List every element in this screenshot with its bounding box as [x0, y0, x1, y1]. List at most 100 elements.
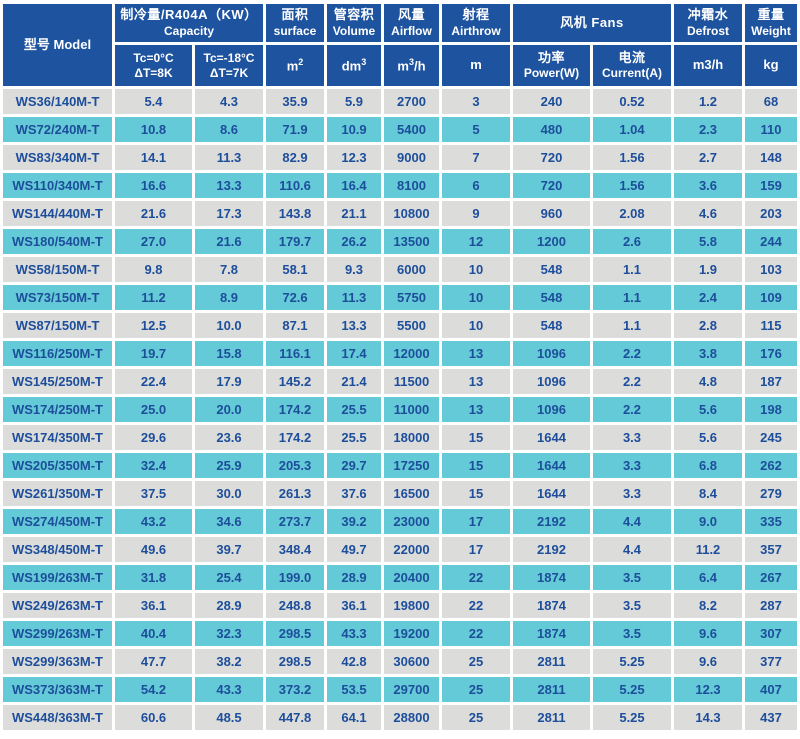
model-cell: WS180/540M-T	[3, 229, 112, 254]
volume-cell: 53.5	[327, 677, 381, 702]
defrost-cell: 4.8	[674, 369, 742, 394]
table-row: WS261/350M-T 37.5 30.0 261.3 37.6 16500 …	[3, 481, 797, 506]
capacity-tc18-cell: 11.3	[195, 145, 263, 170]
surface-cell: 348.4	[266, 537, 324, 562]
col-header-model: 型号 Model	[3, 4, 112, 86]
fan-power-cell: 1096	[513, 341, 590, 366]
volume-cell: 64.1	[327, 705, 381, 730]
defrost-cell: 2.8	[674, 313, 742, 338]
airthrow-cell: 10	[442, 313, 510, 338]
defrost-cell: 5.8	[674, 229, 742, 254]
volume-cell: 5.9	[327, 89, 381, 114]
volume-cell: 11.3	[327, 285, 381, 310]
weight-cell: 437	[745, 705, 797, 730]
defrost-cell: 2.3	[674, 117, 742, 142]
capacity-tc18-cell: 7.8	[195, 257, 263, 282]
current-label-en: Current(A)	[602, 66, 662, 81]
surface-cell: 116.1	[266, 341, 324, 366]
capacity-tc0-cell: 31.8	[115, 565, 192, 590]
fan-current-cell: 1.04	[593, 117, 671, 142]
volume-cell: 26.2	[327, 229, 381, 254]
surface-cell: 373.2	[266, 677, 324, 702]
airthrow-cell: 13	[442, 397, 510, 422]
unit-volume-sup: 3	[361, 56, 367, 67]
defrost-cell: 1.2	[674, 89, 742, 114]
fan-power-cell: 1096	[513, 369, 590, 394]
volume-cell: 12.3	[327, 145, 381, 170]
airflow-cell: 6000	[384, 257, 439, 282]
weight-cell: 203	[745, 201, 797, 226]
fan-current-cell: 1.56	[593, 173, 671, 198]
fan-current-cell: 1.56	[593, 145, 671, 170]
capacity-tc18-cell: 25.9	[195, 453, 263, 478]
defrost-cell: 5.6	[674, 425, 742, 450]
unit-volume-base: dm	[341, 58, 362, 74]
model-cell: WS116/250M-T	[3, 341, 112, 366]
airthrow-cell: 25	[442, 705, 510, 730]
table-row: WS72/240M-T 10.8 8.6 71.9 10.9 5400 5 48…	[3, 117, 797, 142]
surface-cell: 143.8	[266, 201, 324, 226]
fan-power-cell: 2811	[513, 677, 590, 702]
defrost-cell: 9.6	[674, 649, 742, 674]
fan-current-cell: 5.25	[593, 705, 671, 730]
table-row: WS199/263M-T 31.8 25.4 199.0 28.9 20400 …	[3, 565, 797, 590]
surface-cell: 35.9	[266, 89, 324, 114]
capacity-tc18-cell: 20.0	[195, 397, 263, 422]
fan-power-cell: 1200	[513, 229, 590, 254]
airflow-cell: 9000	[384, 145, 439, 170]
weight-label-zh: 重量	[757, 7, 785, 23]
col-header-volume: 管容积 Volume	[327, 4, 381, 42]
col-header-defrost: 冲霜水 Defrost	[674, 4, 742, 42]
surface-cell: 145.2	[266, 369, 324, 394]
table-row: WS249/263M-T 36.1 28.9 248.8 36.1 19800 …	[3, 593, 797, 618]
capacity-tc18-cell: 15.8	[195, 341, 263, 366]
airthrow-cell: 3	[442, 89, 510, 114]
surface-cell: 110.6	[266, 173, 324, 198]
fan-current-cell: 3.3	[593, 425, 671, 450]
table-row: WS36/140M-T 5.4 4.3 35.9 5.9 2700 3 240 …	[3, 89, 797, 114]
fan-current-cell: 3.5	[593, 621, 671, 646]
fan-power-cell: 1644	[513, 481, 590, 506]
model-cell: WS87/150M-T	[3, 313, 112, 338]
airflow-cell: 30600	[384, 649, 439, 674]
unit-weight: kg	[745, 45, 797, 86]
airflow-cell: 5500	[384, 313, 439, 338]
table-row: WS83/340M-T 14.1 11.3 82.9 12.3 9000 7 7…	[3, 145, 797, 170]
fan-power-cell: 1874	[513, 621, 590, 646]
defrost-cell: 14.3	[674, 705, 742, 730]
weight-cell: 110	[745, 117, 797, 142]
capacity-tc18-cell: 38.2	[195, 649, 263, 674]
fan-power-cell: 960	[513, 201, 590, 226]
defrost-cell: 3.8	[674, 341, 742, 366]
volume-cell: 21.4	[327, 369, 381, 394]
fan-current-cell: 0.52	[593, 89, 671, 114]
fans-label: 风机 Fans	[560, 14, 624, 30]
model-cell: WS110/340M-T	[3, 173, 112, 198]
table-row: WS87/150M-T 12.5 10.0 87.1 13.3 5500 10 …	[3, 313, 797, 338]
table-row: WS73/150M-T 11.2 8.9 72.6 11.3 5750 10 5…	[3, 285, 797, 310]
power-label-zh: 功率	[537, 49, 565, 65]
airflow-cell: 5750	[384, 285, 439, 310]
defrost-label-en: Defrost	[686, 23, 729, 38]
weight-cell: 279	[745, 481, 797, 506]
unit-airflow-base: m	[397, 58, 409, 74]
airflow-label-en: Airflow	[391, 23, 432, 38]
model-cell: WS72/240M-T	[3, 117, 112, 142]
capacity-tc18-cell: 23.6	[195, 425, 263, 450]
model-cell: WS274/450M-T	[3, 509, 112, 534]
airthrow-cell: 13	[442, 369, 510, 394]
fan-current-cell: 2.2	[593, 341, 671, 366]
surface-cell: 298.5	[266, 649, 324, 674]
airflow-cell: 12000	[384, 341, 439, 366]
defrost-label-zh: 冲霜水	[687, 7, 729, 23]
fan-current-cell: 4.4	[593, 509, 671, 534]
volume-cell: 42.8	[327, 649, 381, 674]
tc18-line2: ΔT=7K	[209, 65, 249, 80]
airthrow-cell: 22	[442, 565, 510, 590]
model-cell: WS58/150M-T	[3, 257, 112, 282]
fan-current-cell: 1.1	[593, 285, 671, 310]
capacity-label-zh: 制冷量/R404A（KW）	[120, 7, 258, 23]
surface-cell: 447.8	[266, 705, 324, 730]
defrost-cell: 6.8	[674, 453, 742, 478]
capacity-label-en: Capacity	[163, 23, 215, 38]
